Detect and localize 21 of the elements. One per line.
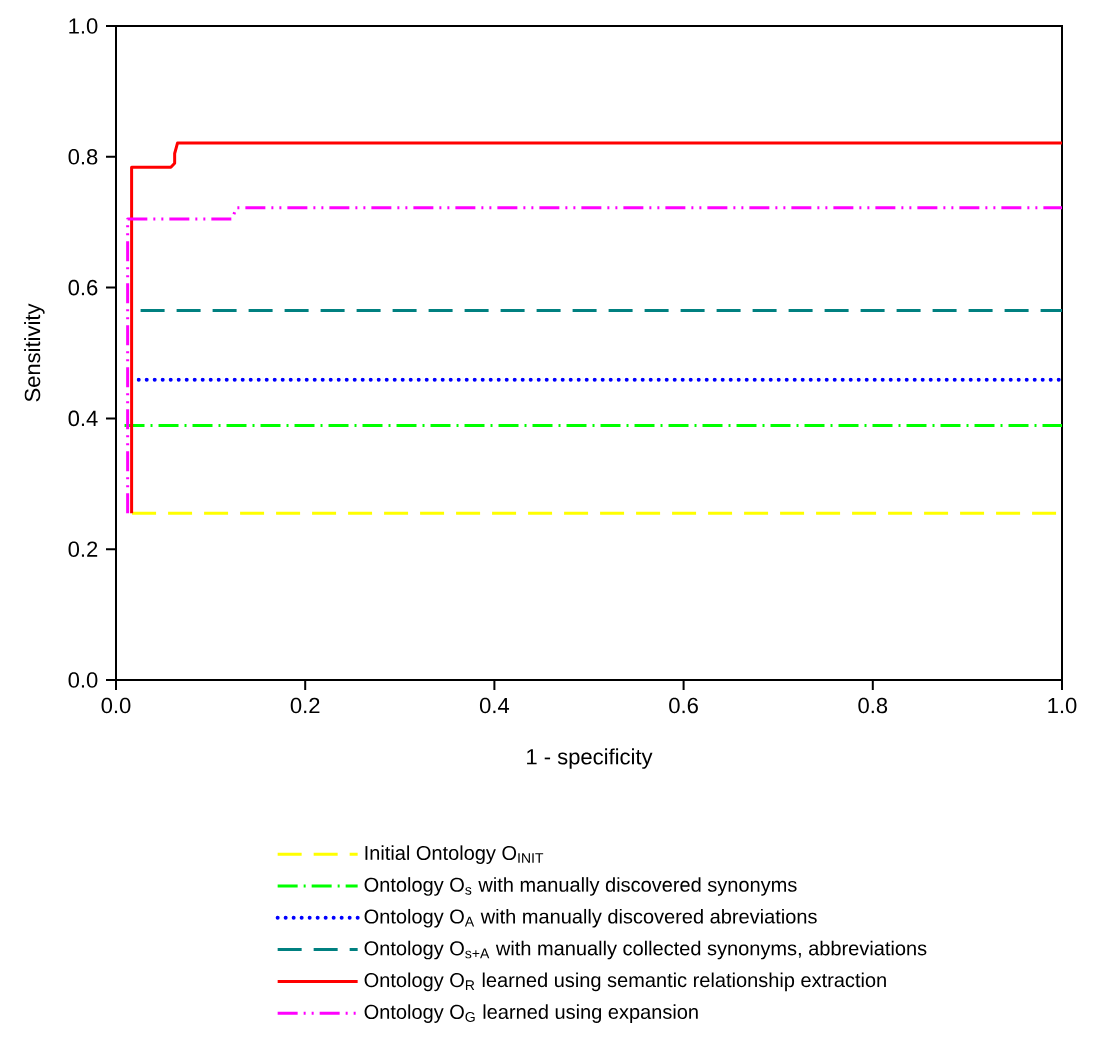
y-tick-label: 1.0 [69,18,98,34]
legend-label: Ontology O$_{R}$ learned using semantic relationship extraction [364,972,886,992]
y-tick-label: 0.6 [68,279,98,296]
x-tick-label: 0.8 [858,697,888,714]
y-tick-label: 0.2 [68,541,98,557]
y-tick-label: 0.0 [68,672,98,688]
y-tick-label: 0.8 [68,149,98,165]
x-axis-title: 1 - specificity [527,748,653,769]
x-tick-label: 0.2 [290,697,320,714]
legend-label: Ontology O$_{s+A}$ with manually collected synonyms, abbreviations [364,940,927,960]
y-tick-label: 0.4 [68,410,98,427]
y-axis-title: Sensitivity [24,303,45,402]
line-series [130,141,1062,515]
legend-label: Ontology O$_{s}$ with manually discovered synonyms [364,877,797,896]
legend-label: Ontology O$_{G}$ learned using expansion [364,1004,698,1023]
x-tick-label: 0.4 [479,697,510,714]
legend-label: Ontology O$_{A}$ with manually discovered abreviations [364,908,817,928]
x-tick-label: 0.0 [101,697,131,714]
x-tick-label: 1.0 [1048,697,1077,714]
x-tick-label: 0.6 [669,697,698,714]
legend-label: Initial Ontology O$_{INIT}$ [365,845,544,864]
